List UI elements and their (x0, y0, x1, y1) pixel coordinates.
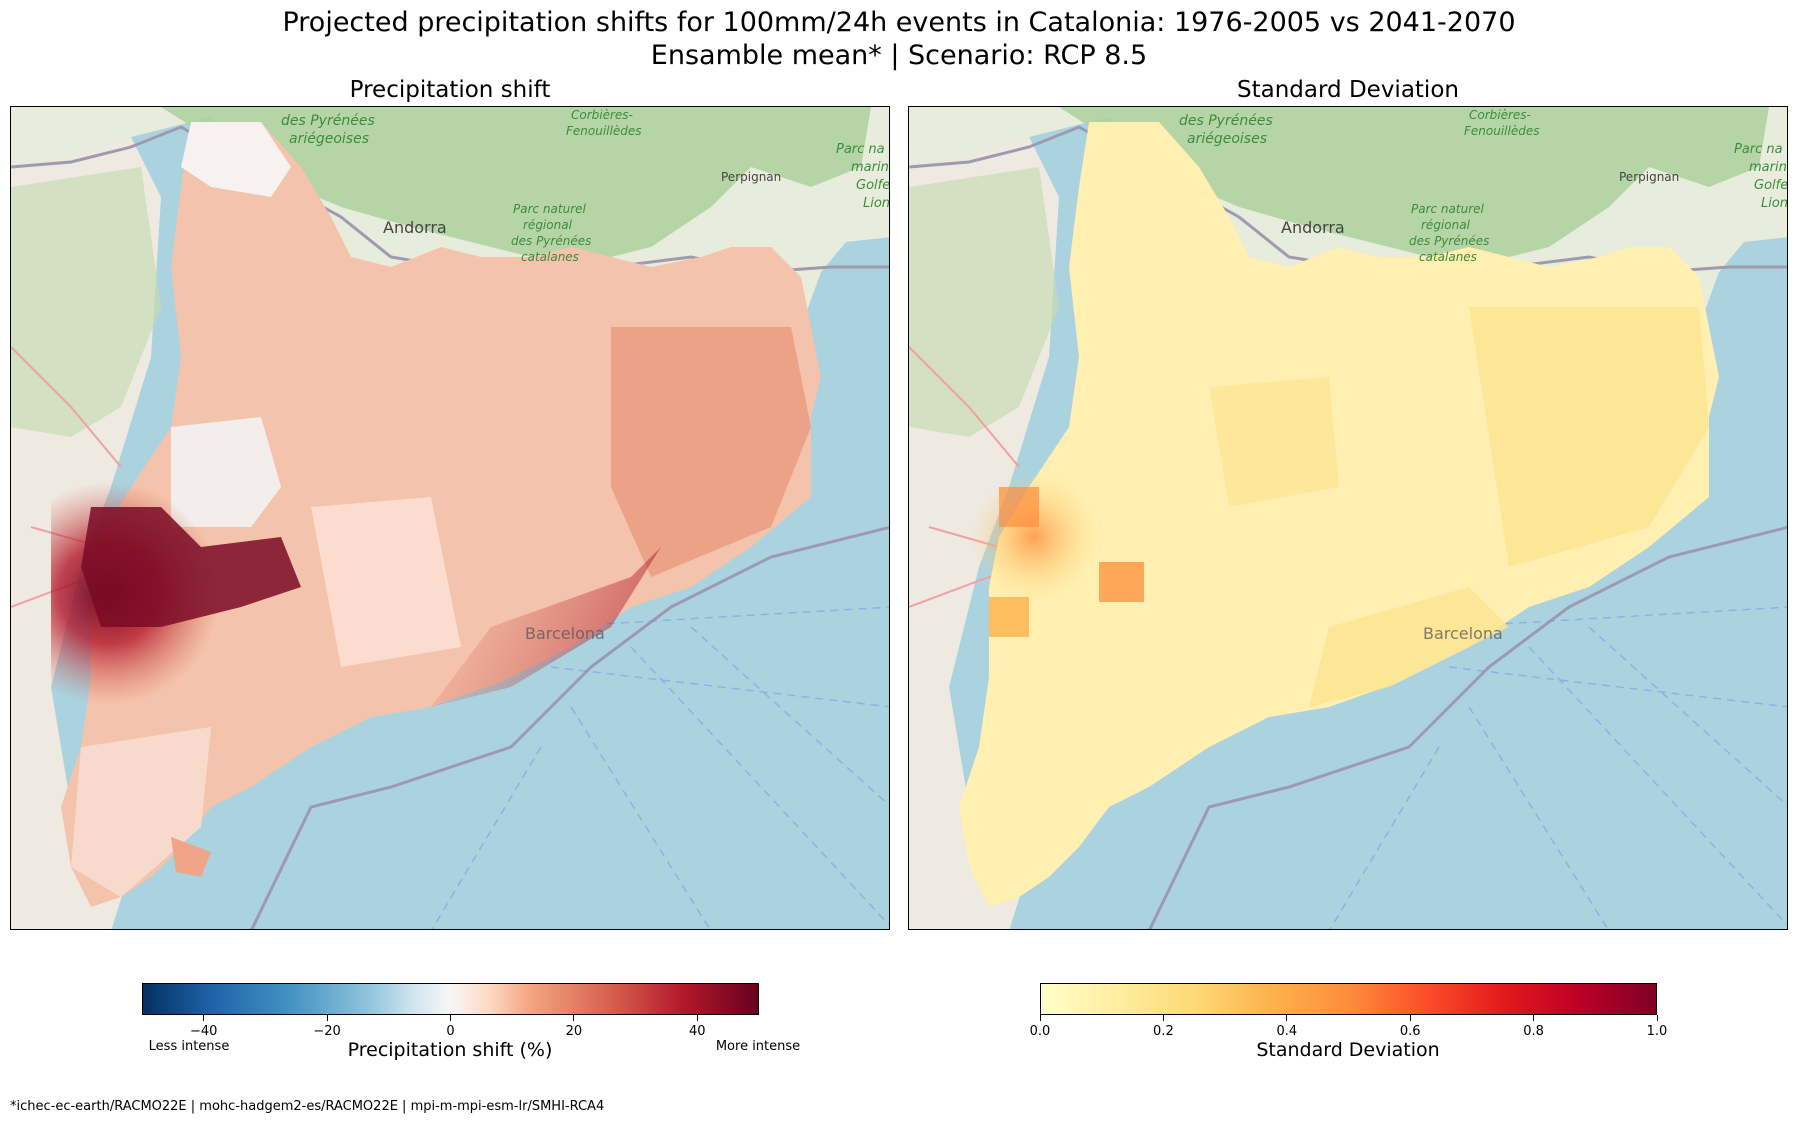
label-corbieres-2: Fenouillèdes (1464, 124, 1539, 138)
label-corbieres-1: Corbières- (1469, 108, 1531, 122)
label-perpignan: Perpignan (721, 170, 781, 184)
panel-title-standard-deviation: Standard Deviation (1237, 77, 1459, 103)
right-colorbar-tick-label: 1.0 (1646, 1024, 1668, 1039)
label-corbieres-2: Fenouillèdes (566, 124, 641, 138)
catalonia-shift-east (611, 327, 811, 577)
shipping-route-lines (431, 606, 889, 929)
label-parc-marin-4: Lion (863, 196, 890, 211)
catalonia-shift-coast (431, 547, 661, 707)
left-colorbar-tick-mark (326, 1015, 328, 1021)
catalonia-sd-cell-3 (999, 487, 1039, 527)
label-parc-marin-1: Parc na (1734, 142, 1783, 157)
colorbar-right-label: Standard Deviation (1256, 1039, 1440, 1061)
right-colorbar-tick-label: 0.4 (1276, 1024, 1298, 1039)
shipping-route-lines (1329, 606, 1787, 929)
label-parc-pyrenees-1: Parc naturel (513, 202, 587, 216)
label-parc-pyrenees-3: des Pyrénées (1409, 234, 1489, 248)
right-colorbar-tick-mark (1533, 1015, 1535, 1021)
catalonia-sd-center (1209, 377, 1339, 507)
label-parc-pyrenees-2: régional (1421, 218, 1471, 232)
right-colorbar-tick-label: 0.6 (1399, 1024, 1421, 1039)
label-parc-marin-2: marin (1749, 160, 1787, 175)
label-andorra: Andorra (383, 218, 447, 237)
colorbar-standard-deviation (1040, 983, 1657, 1015)
forest-west (909, 167, 1059, 437)
precipitation-shift-map[interactable]: des Pyrénées ariégeoises Corbières- Feno… (10, 106, 890, 930)
left-colorbar-tick-mark (203, 1015, 205, 1021)
label-parc-marin-3: Golfe (856, 178, 890, 193)
left-colorbar-tick-mark (696, 1015, 698, 1021)
label-pyrenees-ariegeoises-2: ariégeoises (1187, 131, 1267, 147)
catalonia-shift-ebro-tip (171, 837, 211, 877)
colorbar-left-label: Precipitation shift (%) (347, 1039, 553, 1061)
forest-west (11, 167, 161, 437)
figure-subtitle: Ensamble mean* | Scenario: RCP 8.5 (650, 40, 1148, 71)
panel-title-precipitation-shift: Precipitation shift (349, 77, 551, 103)
forest-pyrenees (161, 107, 871, 267)
catalonia-sd-cell-2 (989, 597, 1029, 637)
right-colorbar-tick-label: 0.2 (1153, 1024, 1174, 1039)
label-pyrenees-ariegeoises-1: des Pyrénées (281, 113, 375, 129)
right-colorbar-tick-mark (1656, 1015, 1658, 1021)
catalonia-sd-cell-1 (1099, 562, 1144, 602)
left-colorbar-tick-label: 40 (689, 1024, 706, 1039)
label-parc-pyrenees-2: régional (523, 218, 573, 232)
label-corbieres-1: Corbières- (571, 108, 633, 122)
label-parc-pyrenees-1: Parc naturel (1411, 202, 1485, 216)
right-colorbar-tick-label: 0.8 (1523, 1024, 1544, 1039)
catalonia-shift-southwest (71, 727, 211, 897)
left-colorbar-tick-label: −20 (313, 1024, 341, 1039)
label-pyrenees-ariegeoises-1: des Pyrénées (1179, 113, 1273, 129)
catalonia-sd-coast (1309, 587, 1509, 707)
left-colorbar-tick-label: 0 (446, 1024, 455, 1039)
label-parc-marin-2: marin (851, 160, 889, 175)
label-parc-pyrenees-4: catalanes (521, 250, 579, 264)
less-intense-label: Less intense (148, 1039, 230, 1054)
left-colorbar-tick-label: 20 (565, 1024, 583, 1039)
catalonia-shift-light-north (181, 122, 291, 197)
label-parc-marin-3: Golfe (1754, 178, 1788, 193)
forest-pyrenees (1059, 107, 1769, 267)
maritime-boundary (250, 525, 889, 929)
more-intense-label: More intense (715, 1039, 801, 1054)
colorbar-precipitation-shift (142, 983, 759, 1015)
catalonia-sd-east (1469, 307, 1709, 567)
left-colorbar-tick-mark (450, 1015, 451, 1021)
right-colorbar-tick-label: 0.0 (1029, 1024, 1051, 1039)
label-barcelona: Barcelona (525, 624, 605, 643)
right-colorbar-tick-mark (1286, 1015, 1288, 1021)
label-perpignan: Perpignan (1619, 170, 1679, 184)
label-parc-pyrenees-3: des Pyrénées (511, 234, 591, 248)
standard-deviation-map[interactable]: des Pyrénées ariégeoises Corbières- Feno… (908, 106, 1788, 930)
label-parc-pyrenees-4: catalanes (1419, 250, 1477, 264)
left-colorbar-tick-label: −40 (189, 1024, 218, 1039)
label-pyrenees-ariegeoises-2: ariégeoises (289, 131, 369, 147)
label-barcelona: Barcelona (1423, 624, 1503, 643)
maritime-boundary (1148, 525, 1787, 929)
right-colorbar-tick-mark (1039, 1015, 1041, 1021)
label-parc-marin-4: Lion (1761, 196, 1788, 211)
label-parc-marin-1: Parc na (836, 142, 885, 157)
right-colorbar-tick-mark (1409, 1015, 1411, 1021)
figure-title: Projected precipitation shifts for 100mm… (282, 7, 1516, 38)
right-colorbar-tick-mark (1162, 1015, 1164, 1021)
model-footnote: *ichec-ec-earth/RACMO22E | mohc-hadgem2-… (10, 1099, 605, 1114)
left-colorbar-tick-mark (573, 1015, 575, 1021)
catalonia-shift-hotcore (81, 507, 301, 627)
label-andorra: Andorra (1281, 218, 1345, 237)
